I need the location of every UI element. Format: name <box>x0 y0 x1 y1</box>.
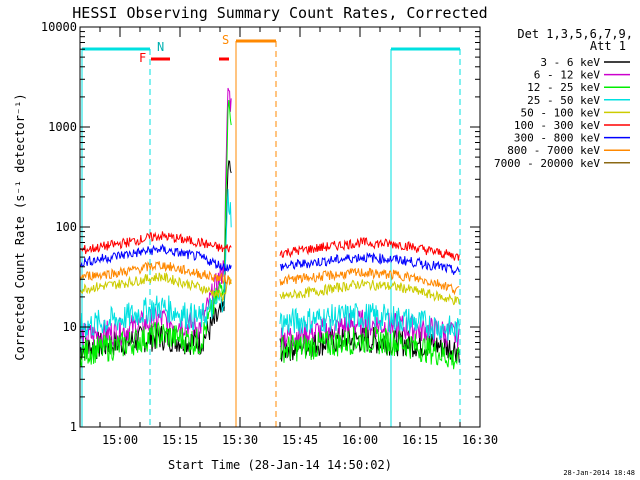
series-line <box>79 261 460 296</box>
series-layer <box>79 87 460 370</box>
y-tick-label: 1 <box>70 420 77 434</box>
legend-label: 3 - 6 keV <box>540 56 600 69</box>
legend-label: 7000 - 20000 keV <box>494 157 600 170</box>
legend-label: 50 - 100 keV <box>521 106 601 119</box>
series-line <box>79 99 460 370</box>
legend-title-line-1: Det 1,3,5,6,7,9, <box>517 27 633 41</box>
series-line <box>79 231 460 261</box>
x-tick-label: 16:00 <box>342 433 378 447</box>
legend-label: 100 - 300 keV <box>514 119 600 132</box>
x-tick-label: 16:30 <box>462 433 498 447</box>
series-line <box>79 243 460 275</box>
x-tick-label: 16:15 <box>402 433 438 447</box>
y-axis-label: Corrected Count Rate (s⁻¹ detector⁻¹) <box>13 93 27 360</box>
flare-flag-label: F <box>139 51 146 65</box>
saa-flag-label: S <box>222 33 229 47</box>
series-line <box>79 189 460 343</box>
legend-label: 800 - 7000 keV <box>507 144 600 157</box>
y-tick-label: 1000 <box>48 120 77 134</box>
legend-label: 12 - 25 keV <box>527 81 600 94</box>
y-tick-label: 10000 <box>41 20 77 34</box>
night-flag-label: N <box>157 40 164 54</box>
x-tick-label: 15:00 <box>102 433 138 447</box>
chart-title: HESSI Observing Summary Count Rates, Cor… <box>72 4 487 22</box>
plot-frame <box>79 26 481 428</box>
series-line <box>79 87 460 351</box>
legend-label: 25 - 50 keV <box>527 94 600 107</box>
footer-date: 28-Jan-2014 18:48 <box>563 469 635 477</box>
flags-layer: N S F <box>81 33 461 427</box>
x-axis-label: Start Time (28-Jan-14 14:50:02) <box>168 458 392 472</box>
x-tick-label: 15:45 <box>282 433 318 447</box>
x-tick-label: 15:30 <box>222 433 258 447</box>
y-tick-label: 10 <box>63 320 77 334</box>
legend-title-line-2: Att 1 <box>590 39 626 53</box>
legend-label: 6 - 12 keV <box>534 69 601 82</box>
legend-label: 300 - 800 keV <box>514 132 600 145</box>
series-line <box>79 271 460 306</box>
x-tick-label: 15:15 <box>162 433 198 447</box>
y-tick-label: 100 <box>55 220 77 234</box>
axes-layer: 15:00 15:15 15:30 15:45 16:00 16:15 16:30 1 10 10… <box>41 20 498 447</box>
